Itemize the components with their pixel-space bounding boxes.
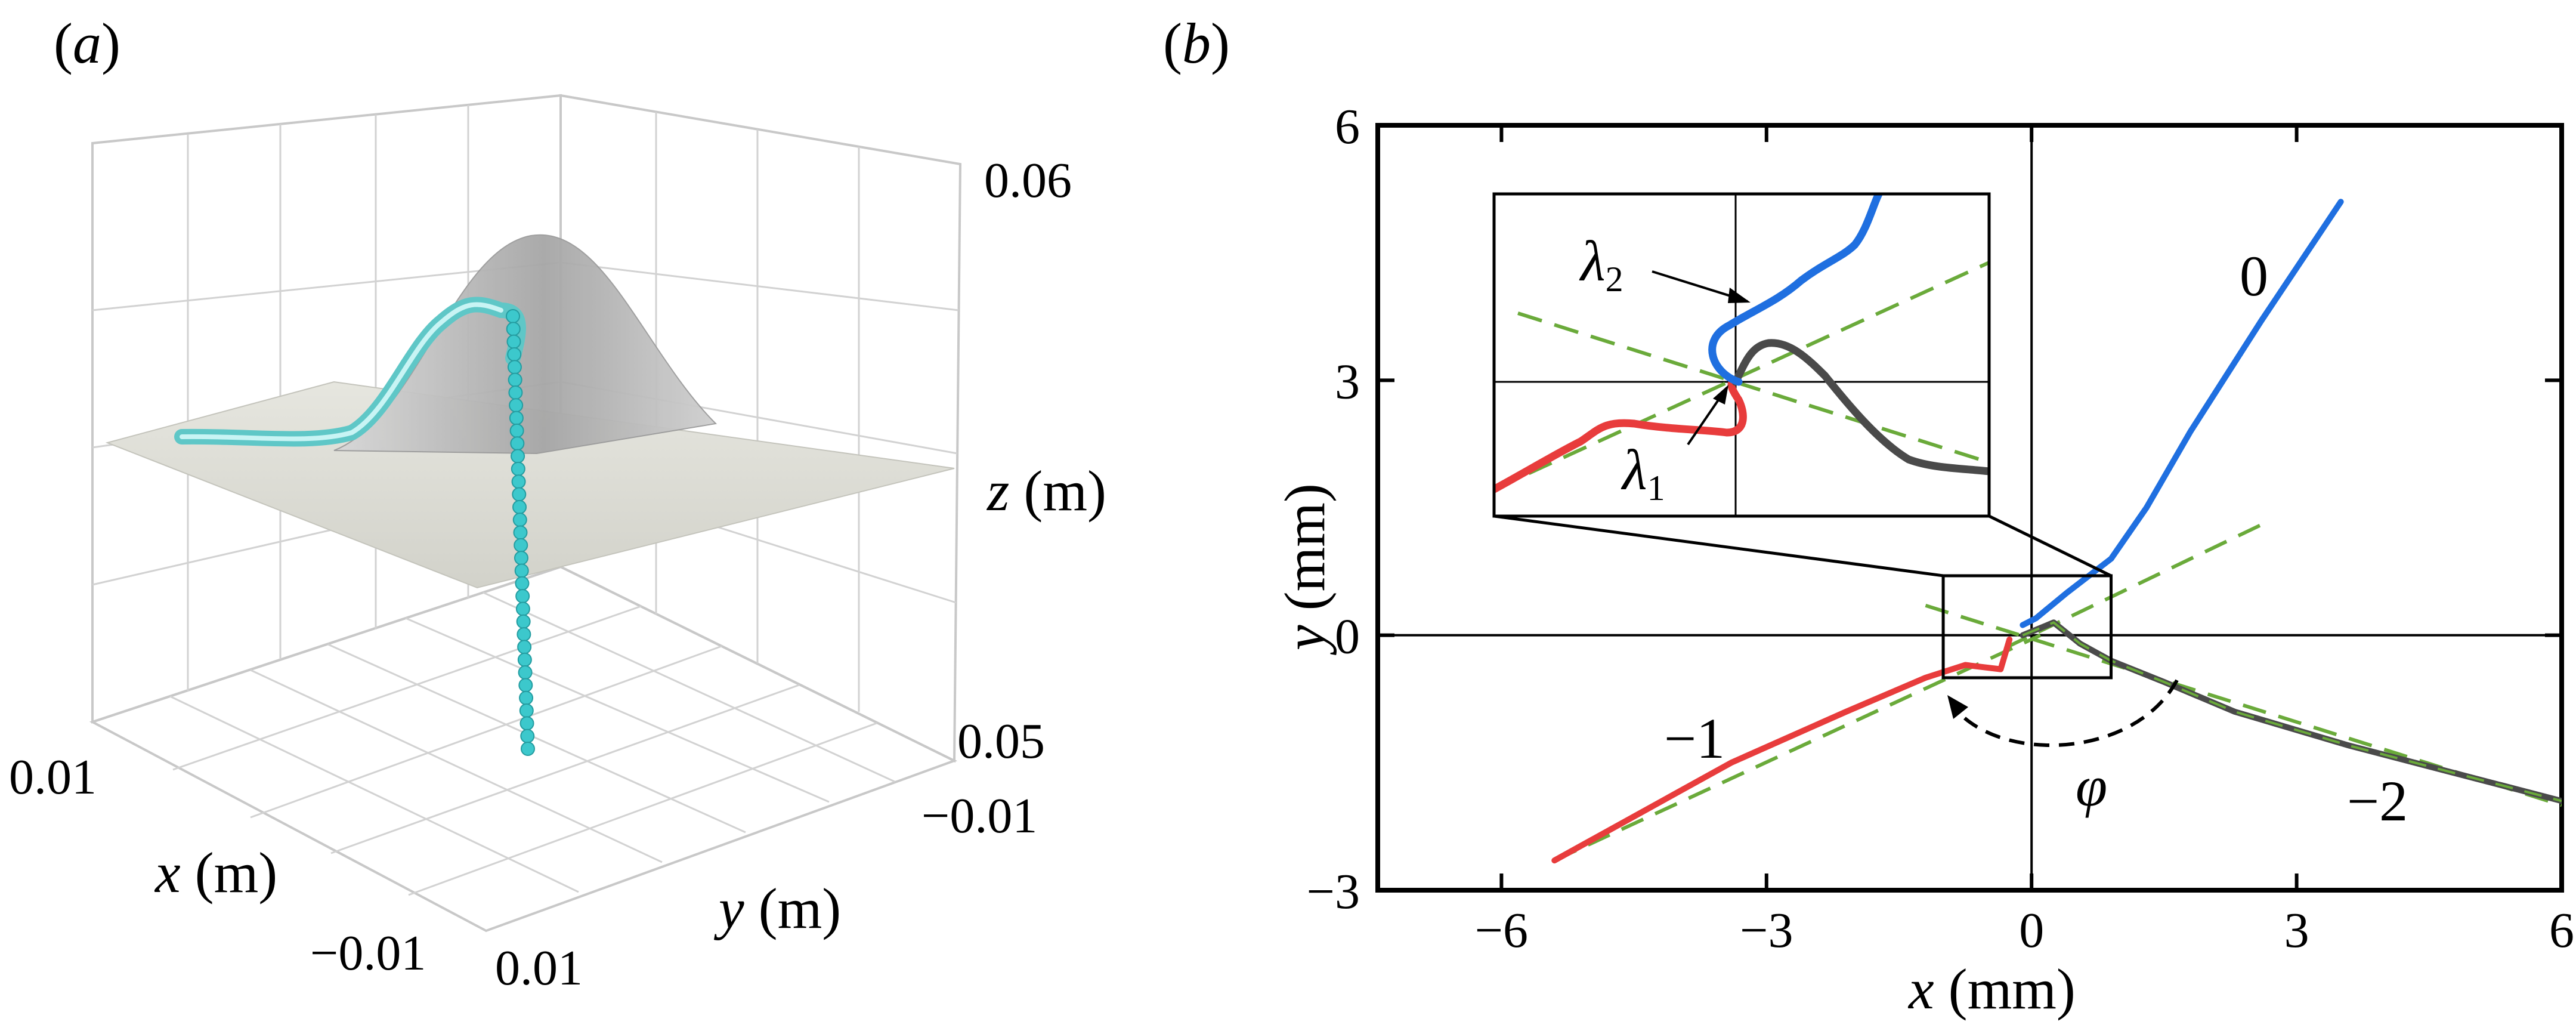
trajectory-bead	[512, 513, 527, 527]
y-tick-last: 0.01	[495, 940, 583, 996]
trajectory-bead	[511, 449, 525, 464]
inset-fit-minus2	[1517, 311, 1989, 464]
trajectory-bead	[512, 499, 527, 514]
x-tick-last: −0.01	[310, 925, 426, 981]
trajectory-bead	[513, 525, 528, 540]
x-tick-label: −6	[1475, 903, 1528, 958]
trajectory-fit-overlay	[2022, 621, 2562, 802]
inset-curve-minus2	[1731, 339, 1989, 476]
y-tick-label: 3	[1335, 354, 1360, 409]
grid-floor	[169, 591, 895, 896]
lambda1-arrowhead	[1713, 385, 1728, 405]
x-axis-label: x (m)	[154, 841, 277, 905]
trajectory-series	[2020, 199, 2344, 628]
x-tick-label: −3	[1740, 903, 1793, 958]
trajectory-bead	[515, 576, 530, 591]
inset-frame-bg	[1494, 194, 1989, 516]
y-tick-first: −0.01	[921, 788, 1037, 844]
panel-a-label: (a)	[54, 11, 120, 75]
trajectory-bead	[519, 716, 534, 731]
trajectory-bead	[518, 678, 533, 693]
inset-curve-minus1	[1494, 378, 1747, 493]
trajectory-bead	[506, 309, 520, 323]
trajectory-bead	[507, 360, 522, 375]
inset: λ2 λ1	[1492, 192, 1991, 518]
trajectory-bead	[515, 601, 530, 616]
y-tick-label: 0	[1335, 609, 1360, 665]
trajectory-bead	[514, 563, 529, 578]
panel-a-3d-plot: (a)	[9, 11, 1106, 996]
inset-curve-0	[1708, 194, 1883, 386]
series-label-minus2: −2	[2347, 769, 2408, 833]
trajectory-bead	[508, 372, 522, 387]
phi-arrowhead	[1947, 695, 1968, 719]
trajectory-beads	[506, 309, 535, 756]
trajectory-bead	[517, 640, 532, 655]
trajectory-bead	[512, 487, 527, 502]
trajectories	[1551, 199, 2562, 864]
x-tick-label: 0	[2019, 903, 2044, 958]
zoom-connector-bottom	[1493, 514, 1944, 578]
y-axis-label-b: y (mm)	[1273, 483, 1337, 656]
trajectory-bead	[514, 551, 528, 566]
trajectory-bead	[511, 461, 525, 476]
series-label-0: 0	[2240, 244, 2268, 308]
trajectory-bead	[517, 652, 532, 667]
trajectory-bead	[515, 589, 530, 604]
trajectory-bead	[517, 627, 531, 642]
z-tick-bottom: 0.05	[957, 714, 1045, 769]
trajectory-bead	[518, 665, 533, 680]
panel-b-ticks: −6 −3 0 3 6 −3 0 3 6	[1307, 99, 2574, 958]
inset-frame	[1492, 192, 1991, 518]
trajectory-bead	[507, 347, 522, 362]
trajectory-bead	[509, 398, 524, 413]
phi-label: φ	[2076, 754, 2107, 818]
z-tick-top: 0.06	[984, 153, 1072, 208]
trajectory-series	[1551, 636, 2013, 864]
x-axis-label-b: x (mm)	[1907, 957, 2076, 1021]
zoom-box	[1941, 574, 2113, 680]
trajectory-bead	[521, 742, 535, 756]
x-tick-first: 0.01	[9, 749, 97, 805]
plot-frame	[1375, 123, 2564, 893]
panel-b-label: (b)	[1163, 11, 1230, 75]
zoom-connector-top	[1988, 514, 2112, 578]
trajectory-bead	[509, 410, 524, 425]
y-tick-label: 6	[1335, 99, 1360, 155]
trajectory-bead	[506, 334, 521, 349]
trajectory-bead	[510, 436, 525, 451]
fit-line	[1554, 633, 2042, 862]
trajectory-bead	[514, 538, 528, 553]
trajectory-bead	[519, 703, 534, 718]
z-axis-label: z (m)	[986, 459, 1106, 523]
trajectory-bead	[516, 614, 531, 629]
gaussian-peak	[333, 234, 718, 455]
trajectory-tube-highlight	[180, 302, 503, 442]
trajectory-bead	[520, 729, 535, 743]
trajectory-bead	[506, 322, 521, 337]
trajectory-bead	[519, 690, 534, 705]
phi-arc	[1955, 679, 2179, 748]
trajectory-bead	[511, 474, 526, 489]
lambda2-arrowhead	[1728, 288, 1751, 303]
lambda2-label: λ2	[1579, 229, 1623, 299]
x-tick-label: 3	[2284, 903, 2309, 958]
y-tick-label: −3	[1307, 864, 1360, 919]
y-axis-label: y (m)	[713, 876, 841, 940]
series-label-minus1: −1	[1664, 706, 1725, 770]
trajectory-bead	[508, 385, 523, 400]
x-tick-label: 6	[2549, 903, 2574, 958]
panel-b-line-plot: (b) −6 −3 0 3 6 −3 0 3 6	[1163, 11, 2574, 1021]
lambda1-label: λ1	[1621, 438, 1665, 508]
trajectory-bead	[509, 423, 524, 438]
